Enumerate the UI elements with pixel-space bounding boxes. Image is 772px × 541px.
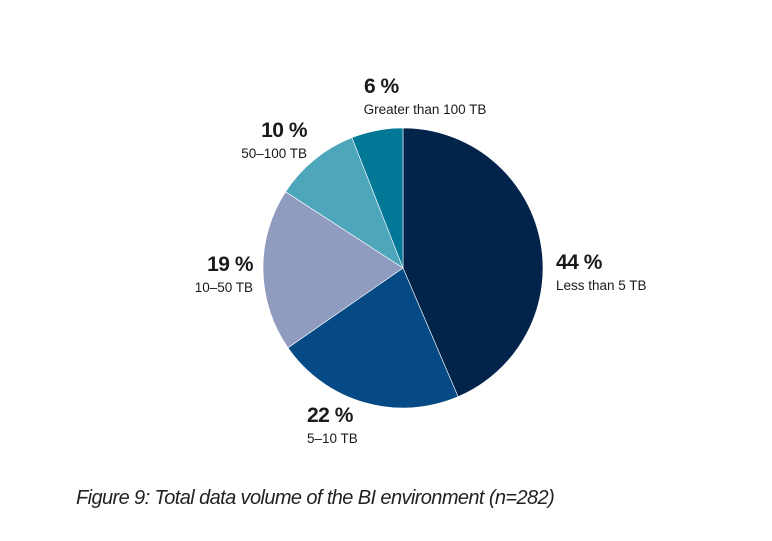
label-slice-1: 22 % 5–10 TB [307,405,358,446]
category-label: Less than 5 TB [556,278,647,293]
category-label: 50–100 TB [241,146,307,161]
label-slice-2: 19 % 10–50 TB [194,253,254,295]
pie-slice-3 [285,137,404,269]
pie-slice-1 [287,267,459,409]
category-label: 10–50 TB [194,280,253,295]
pie-slice-0 [402,127,544,398]
value-label: 19 % [207,253,253,276]
label-slice-0: 44 % Less than 5 TB [556,252,647,293]
value-label: 22 % [307,404,353,427]
value-label: 6 % [364,75,399,98]
category-label: 5–10 TB [307,431,358,446]
figure-caption: Figure 9: Total data volume of the BI en… [76,487,555,509]
pie-slice-2 [262,191,404,349]
category-label: Greater than 100 TB [363,102,487,117]
label-slice-3: 10 % 50–100 TB [241,120,307,161]
label-slice-4: 6 % Greater than 100 TB [340,76,510,117]
pie-slice-4 [351,127,404,269]
value-label: 10 % [261,119,307,142]
value-label: 44 % [556,251,602,274]
